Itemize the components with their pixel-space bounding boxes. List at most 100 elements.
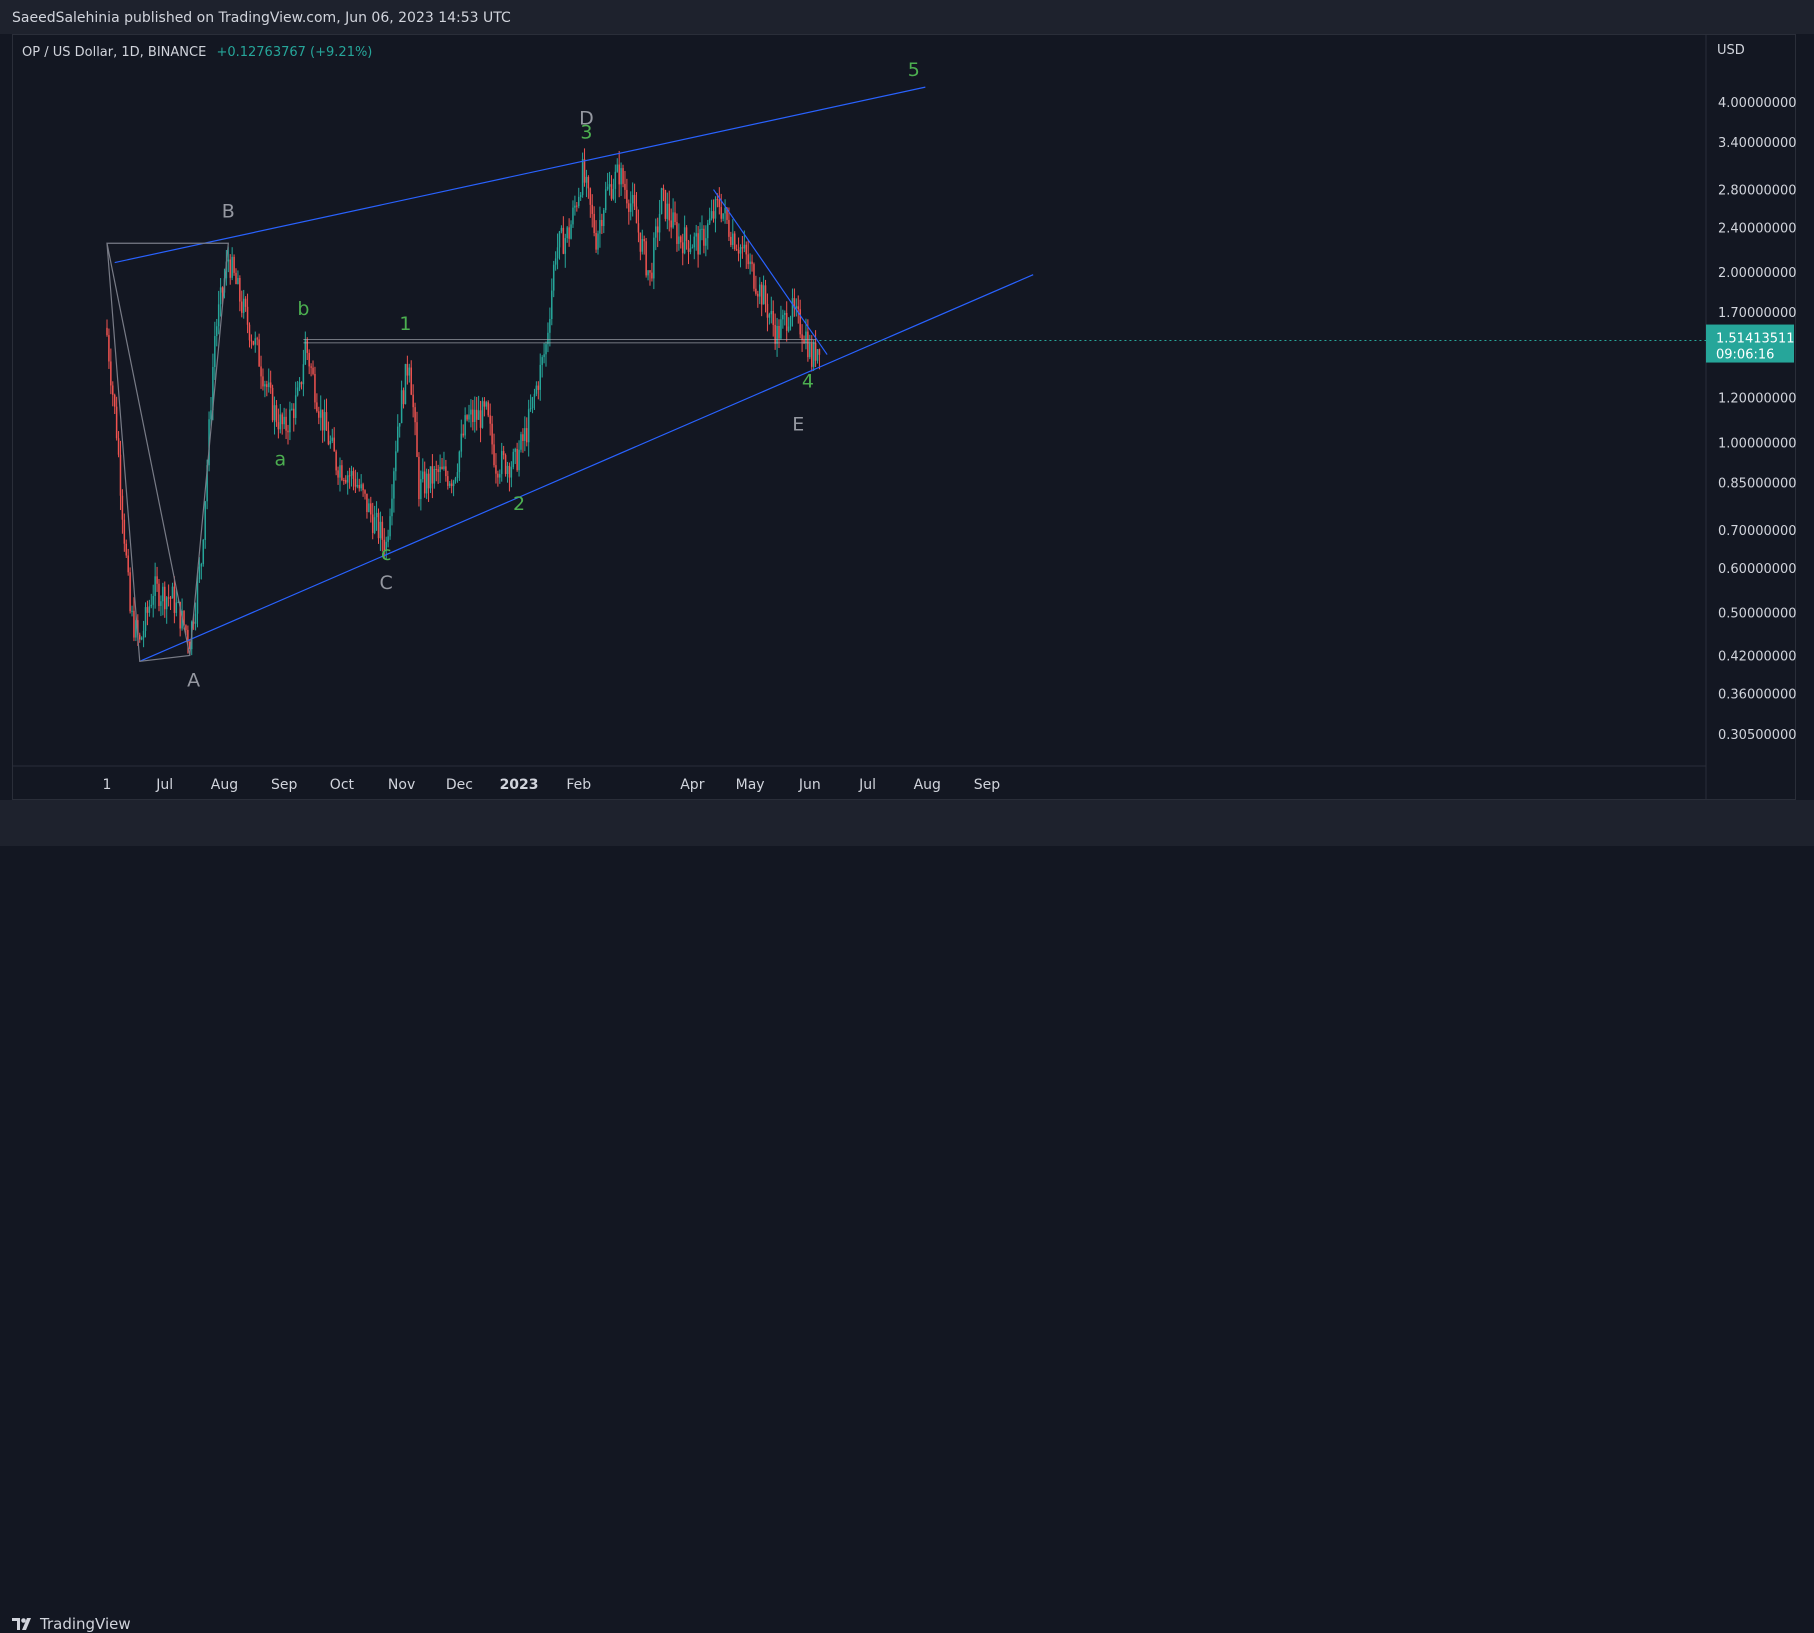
candle-body	[119, 454, 122, 496]
candle-body	[726, 208, 728, 220]
candle-body	[192, 621, 195, 624]
candle-body	[581, 159, 584, 196]
candle-body	[691, 247, 694, 249]
candle-body	[435, 469, 438, 471]
time-tick-label: Nov	[388, 777, 415, 793]
tradingview-logo[interactable]: TradingView	[12, 1615, 131, 1633]
candle-body	[666, 203, 669, 219]
candle-body	[655, 226, 657, 238]
candle-body	[597, 233, 599, 250]
wave-label: B	[222, 200, 235, 222]
candle-body	[491, 423, 493, 445]
publish-info: SaeedSalehinia published on TradingView.…	[12, 10, 511, 26]
candle-body	[524, 428, 526, 441]
price-tick-label: 2.40000000	[1718, 221, 1797, 236]
candle-body	[291, 408, 293, 410]
candle-body	[653, 237, 655, 279]
candle-body	[772, 310, 774, 325]
candle-body	[568, 227, 570, 239]
candle-body	[774, 324, 776, 344]
wave-label: E	[792, 413, 804, 435]
candle-body	[618, 164, 620, 185]
candle-body	[108, 335, 110, 362]
candle-body	[712, 211, 715, 219]
candle-body	[527, 409, 530, 443]
candle-body	[506, 465, 509, 474]
wave-label: b	[297, 298, 309, 320]
candle-body	[137, 620, 139, 635]
candle-body	[115, 406, 118, 439]
candle-body	[360, 484, 362, 489]
candle-body	[576, 205, 578, 207]
candle-body	[241, 301, 243, 313]
candle-body	[422, 471, 424, 480]
candle-body	[699, 229, 701, 255]
candle-body	[160, 601, 162, 606]
price-tick-label: 1.00000000	[1718, 436, 1797, 451]
candle-body	[647, 270, 649, 276]
price-tick-label: 0.50000000	[1718, 607, 1797, 622]
time-tick-label: Sep	[271, 777, 298, 793]
candle-body	[741, 247, 744, 249]
candle-body	[281, 414, 283, 425]
candle-body	[793, 298, 796, 309]
candle-body	[537, 385, 540, 390]
candle-body	[487, 402, 489, 416]
candle-body	[812, 342, 815, 367]
chart-frame[interactable]	[12, 34, 1796, 800]
candle-body	[680, 236, 682, 243]
candle-body	[570, 224, 572, 239]
candle-body	[635, 206, 638, 224]
candle-body	[591, 204, 593, 214]
candle-body	[610, 184, 613, 199]
candle-body	[308, 352, 310, 367]
candle-body	[560, 227, 563, 232]
candle-body	[327, 430, 330, 445]
trendline	[713, 189, 828, 355]
candle-body	[757, 293, 759, 297]
candle-body	[331, 437, 334, 441]
candle-body	[260, 366, 262, 377]
candle-body	[626, 189, 628, 204]
candle-body	[601, 219, 603, 227]
candle-body	[373, 517, 376, 533]
candle-body	[799, 309, 801, 335]
candle-body	[683, 227, 686, 254]
wave-label: c	[381, 543, 391, 565]
candle-body	[169, 597, 172, 599]
candle-body	[816, 349, 819, 361]
candle-body	[383, 539, 386, 551]
candle-body	[603, 210, 605, 227]
price-tick-label: 0.36000000	[1718, 687, 1797, 702]
candle-body	[499, 474, 501, 478]
candle-body	[624, 183, 626, 190]
footer-bar: TradingView	[0, 800, 1814, 1633]
candle-body	[381, 521, 384, 540]
candle-body	[730, 236, 732, 245]
candle-body	[758, 284, 761, 297]
candle-body	[439, 466, 441, 472]
candle-body	[206, 465, 208, 502]
candle-body	[474, 409, 476, 422]
candle-body	[285, 416, 287, 431]
candle-body	[310, 366, 312, 368]
symbol-legend[interactable]: OP / US Dollar, 1D, BINANCE +0.12763767 …	[22, 45, 372, 60]
candle-body	[785, 312, 788, 331]
chart-svg[interactable]: B Ab a 1 cC 2 D3 5 4 E 4.00000000 3.40000000 2.8000…	[0, 0, 1814, 846]
candle-body	[362, 484, 364, 491]
candle-body	[433, 469, 436, 484]
candle-body	[304, 339, 307, 365]
candle-body	[246, 306, 249, 325]
candle-body	[423, 471, 426, 494]
candle-body	[377, 512, 380, 539]
candle-body	[604, 189, 607, 211]
candle-body	[656, 226, 659, 233]
candle-body	[674, 212, 676, 222]
candle-body	[448, 483, 451, 486]
candle-body	[200, 563, 203, 567]
candle-body	[631, 194, 634, 204]
candle-body	[447, 476, 449, 486]
time-tick-label: Aug	[914, 777, 941, 793]
time-tick-label: Aug	[211, 777, 238, 793]
candle-body	[620, 168, 622, 185]
